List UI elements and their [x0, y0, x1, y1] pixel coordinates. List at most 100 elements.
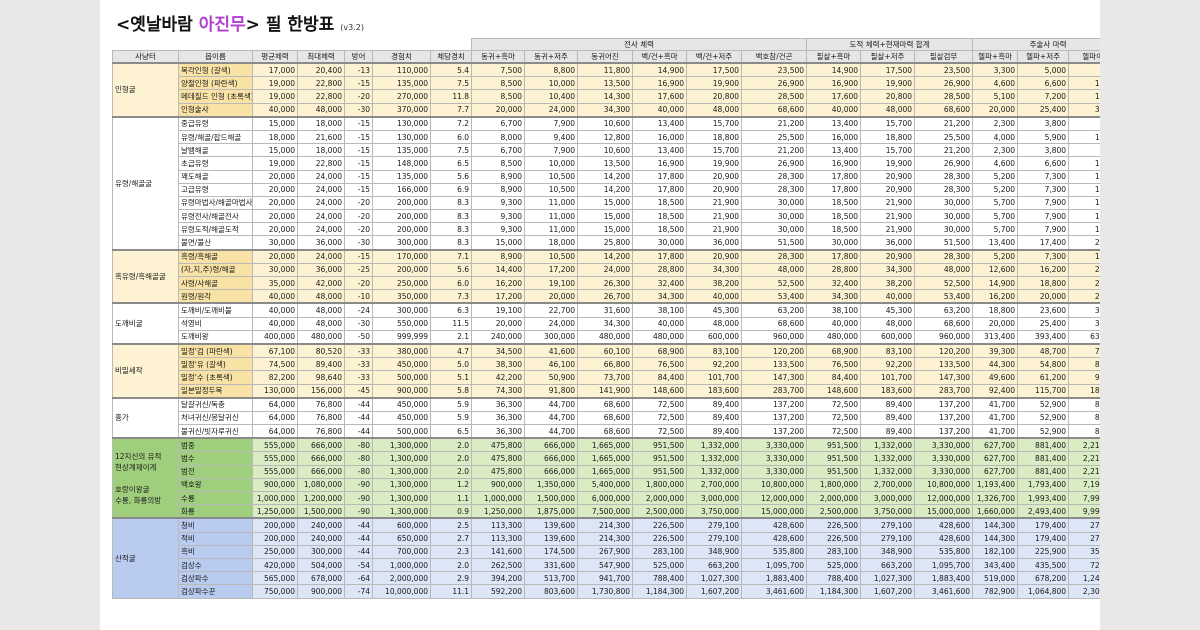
value-cell[interactable]: 84,800 [1068, 396, 1100, 412]
value-cell[interactable]: 8,900 [471, 248, 526, 264]
value-cell[interactable]: 20,800 [860, 89, 916, 104]
value-cell[interactable]: 283,700 [914, 383, 974, 399]
value-cell[interactable]: 28,300 [914, 169, 974, 184]
value-cell[interactable]: 5.1 [429, 370, 473, 385]
value-cell[interactable]: 2,000,000 [372, 571, 431, 586]
value-cell[interactable]: 61,200 [1017, 370, 1070, 385]
value-cell[interactable]: 133,500 [914, 357, 974, 372]
value-cell[interactable]: 18,000 [524, 235, 579, 251]
value-cell[interactable]: 900,000 [297, 584, 345, 599]
value-cell[interactable]: 89,400 [297, 357, 345, 372]
monster-name-cell[interactable]: 화룡 [178, 504, 253, 519]
value-cell[interactable]: 428,600 [914, 531, 974, 546]
value-cell[interactable]: 8,500 [471, 89, 526, 104]
value-cell[interactable]: 13,500 [577, 76, 634, 91]
value-cell[interactable]: 18,000 [297, 143, 345, 158]
value-cell[interactable]: 6.5 [429, 156, 473, 171]
value-cell[interactable]: 1,332,000 [686, 437, 743, 453]
value-cell[interactable]: 12,200 [1068, 169, 1100, 184]
value-cell[interactable]: 1,000,000 [372, 557, 431, 573]
value-cell[interactable]: 960,000 [914, 329, 974, 345]
value-cell[interactable]: 21,900 [686, 222, 743, 237]
value-cell[interactable]: 1,332,000 [686, 451, 743, 466]
value-cell[interactable]: 45,300 [860, 302, 916, 318]
value-cell[interactable]: 14,200 [577, 248, 634, 264]
value-cell[interactable]: 350,500 [1068, 544, 1100, 559]
value-cell[interactable]: 666,000 [524, 437, 579, 453]
value-cell[interactable]: 226,500 [806, 517, 862, 533]
value-cell[interactable]: 5,200 [972, 169, 1019, 184]
column-header[interactable]: 필살검무 [914, 50, 974, 64]
value-cell[interactable]: 17,000 [252, 62, 298, 78]
monster-name-cell[interactable]: 밀정'검 (파란색) [178, 342, 253, 359]
value-cell[interactable]: 200,000 [372, 209, 431, 224]
value-cell[interactable]: 30,000 [914, 209, 974, 224]
value-cell[interactable]: 15,700 [860, 143, 916, 158]
column-header[interactable]: 사냥터 [112, 50, 179, 64]
value-cell[interactable]: 1,883,400 [914, 571, 974, 586]
value-cell[interactable]: 148,600 [632, 383, 688, 399]
value-cell[interactable]: 2,300 [972, 115, 1019, 131]
value-cell[interactable]: 1,793,400 [1017, 477, 1070, 493]
value-cell[interactable]: 5,100 [972, 89, 1019, 104]
monster-name-cell[interactable]: 흑비 [178, 544, 253, 559]
value-cell[interactable]: 9,000 [1068, 62, 1100, 78]
value-cell[interactable]: 900,000 [252, 477, 298, 493]
monster-name-cell[interactable]: 검상파수 [178, 571, 253, 586]
value-cell[interactable]: 25,800 [577, 235, 634, 251]
value-cell[interactable]: 1,027,300 [860, 571, 916, 586]
value-cell[interactable]: 30,000 [806, 235, 862, 251]
value-cell[interactable]: 21,200 [741, 143, 808, 158]
value-cell[interactable]: 18,500 [632, 222, 688, 237]
value-cell[interactable]: 3,461,600 [914, 584, 974, 599]
value-cell[interactable]: 23,600 [1017, 302, 1070, 318]
value-cell[interactable]: 11,300 [1068, 76, 1100, 91]
value-cell[interactable]: 2,213,400 [1068, 464, 1100, 479]
value-cell[interactable]: 24,000 [297, 182, 345, 197]
value-cell[interactable]: 300,000 [297, 544, 345, 559]
monster-name-cell[interactable]: 도깨비왕 [178, 329, 253, 345]
value-cell[interactable]: 34,300 [806, 289, 862, 304]
value-cell[interactable]: 101,700 [686, 370, 743, 385]
value-cell[interactable]: 80,520 [297, 342, 345, 359]
value-cell[interactable]: 3,300 [972, 62, 1019, 78]
value-cell[interactable]: 31,600 [577, 302, 634, 318]
value-cell[interactable]: 21,900 [860, 209, 916, 224]
value-cell[interactable]: 83,100 [860, 342, 916, 359]
value-cell[interactable]: 15,000 [577, 222, 634, 237]
value-cell[interactable]: -15 [344, 76, 373, 91]
value-cell[interactable]: 428,600 [741, 531, 808, 546]
value-cell[interactable]: 7.3 [429, 289, 473, 304]
value-cell[interactable]: 170,000 [372, 248, 431, 264]
value-cell[interactable]: 40,000 [632, 102, 688, 118]
value-cell[interactable]: 7.1 [429, 248, 473, 264]
value-cell[interactable]: 39,300 [972, 342, 1019, 359]
value-cell[interactable]: 1,993,400 [1017, 490, 1070, 506]
value-cell[interactable]: 5.9 [429, 396, 473, 412]
value-cell[interactable]: 475,800 [471, 437, 526, 453]
value-cell[interactable]: 20,000 [1017, 289, 1070, 304]
column-header[interactable]: 최대체력 [297, 50, 345, 64]
value-cell[interactable]: 84,800 [1068, 410, 1100, 426]
value-cell[interactable]: 2.9 [429, 571, 473, 586]
value-cell[interactable]: 20,000 [471, 316, 526, 331]
value-cell[interactable]: 1,607,200 [860, 584, 916, 599]
value-cell[interactable]: 48,000 [860, 102, 916, 118]
value-cell[interactable]: 14,900 [632, 62, 688, 78]
value-cell[interactable]: 500,000 [372, 424, 431, 439]
value-cell[interactable]: 63,200 [914, 302, 974, 318]
value-cell[interactable]: 300,000 [524, 329, 579, 345]
value-cell[interactable]: 68,600 [577, 396, 634, 412]
value-cell[interactable]: 84,400 [632, 370, 688, 385]
value-cell[interactable]: 2.0 [429, 437, 473, 453]
value-cell[interactable]: 68,600 [914, 316, 974, 331]
value-cell[interactable]: 18,500 [806, 222, 862, 237]
value-cell[interactable]: 5,400,000 [577, 477, 634, 493]
value-cell[interactable]: 110,000 [372, 62, 431, 78]
value-cell[interactable]: 525,000 [806, 557, 862, 573]
column-header[interactable]: 필살+흑마 [806, 50, 862, 64]
value-cell[interactable]: -80 [344, 437, 373, 453]
value-cell[interactable]: 5,700 [972, 222, 1019, 237]
value-cell[interactable]: 240,000 [471, 329, 526, 345]
value-cell[interactable]: 36,300 [471, 396, 526, 412]
